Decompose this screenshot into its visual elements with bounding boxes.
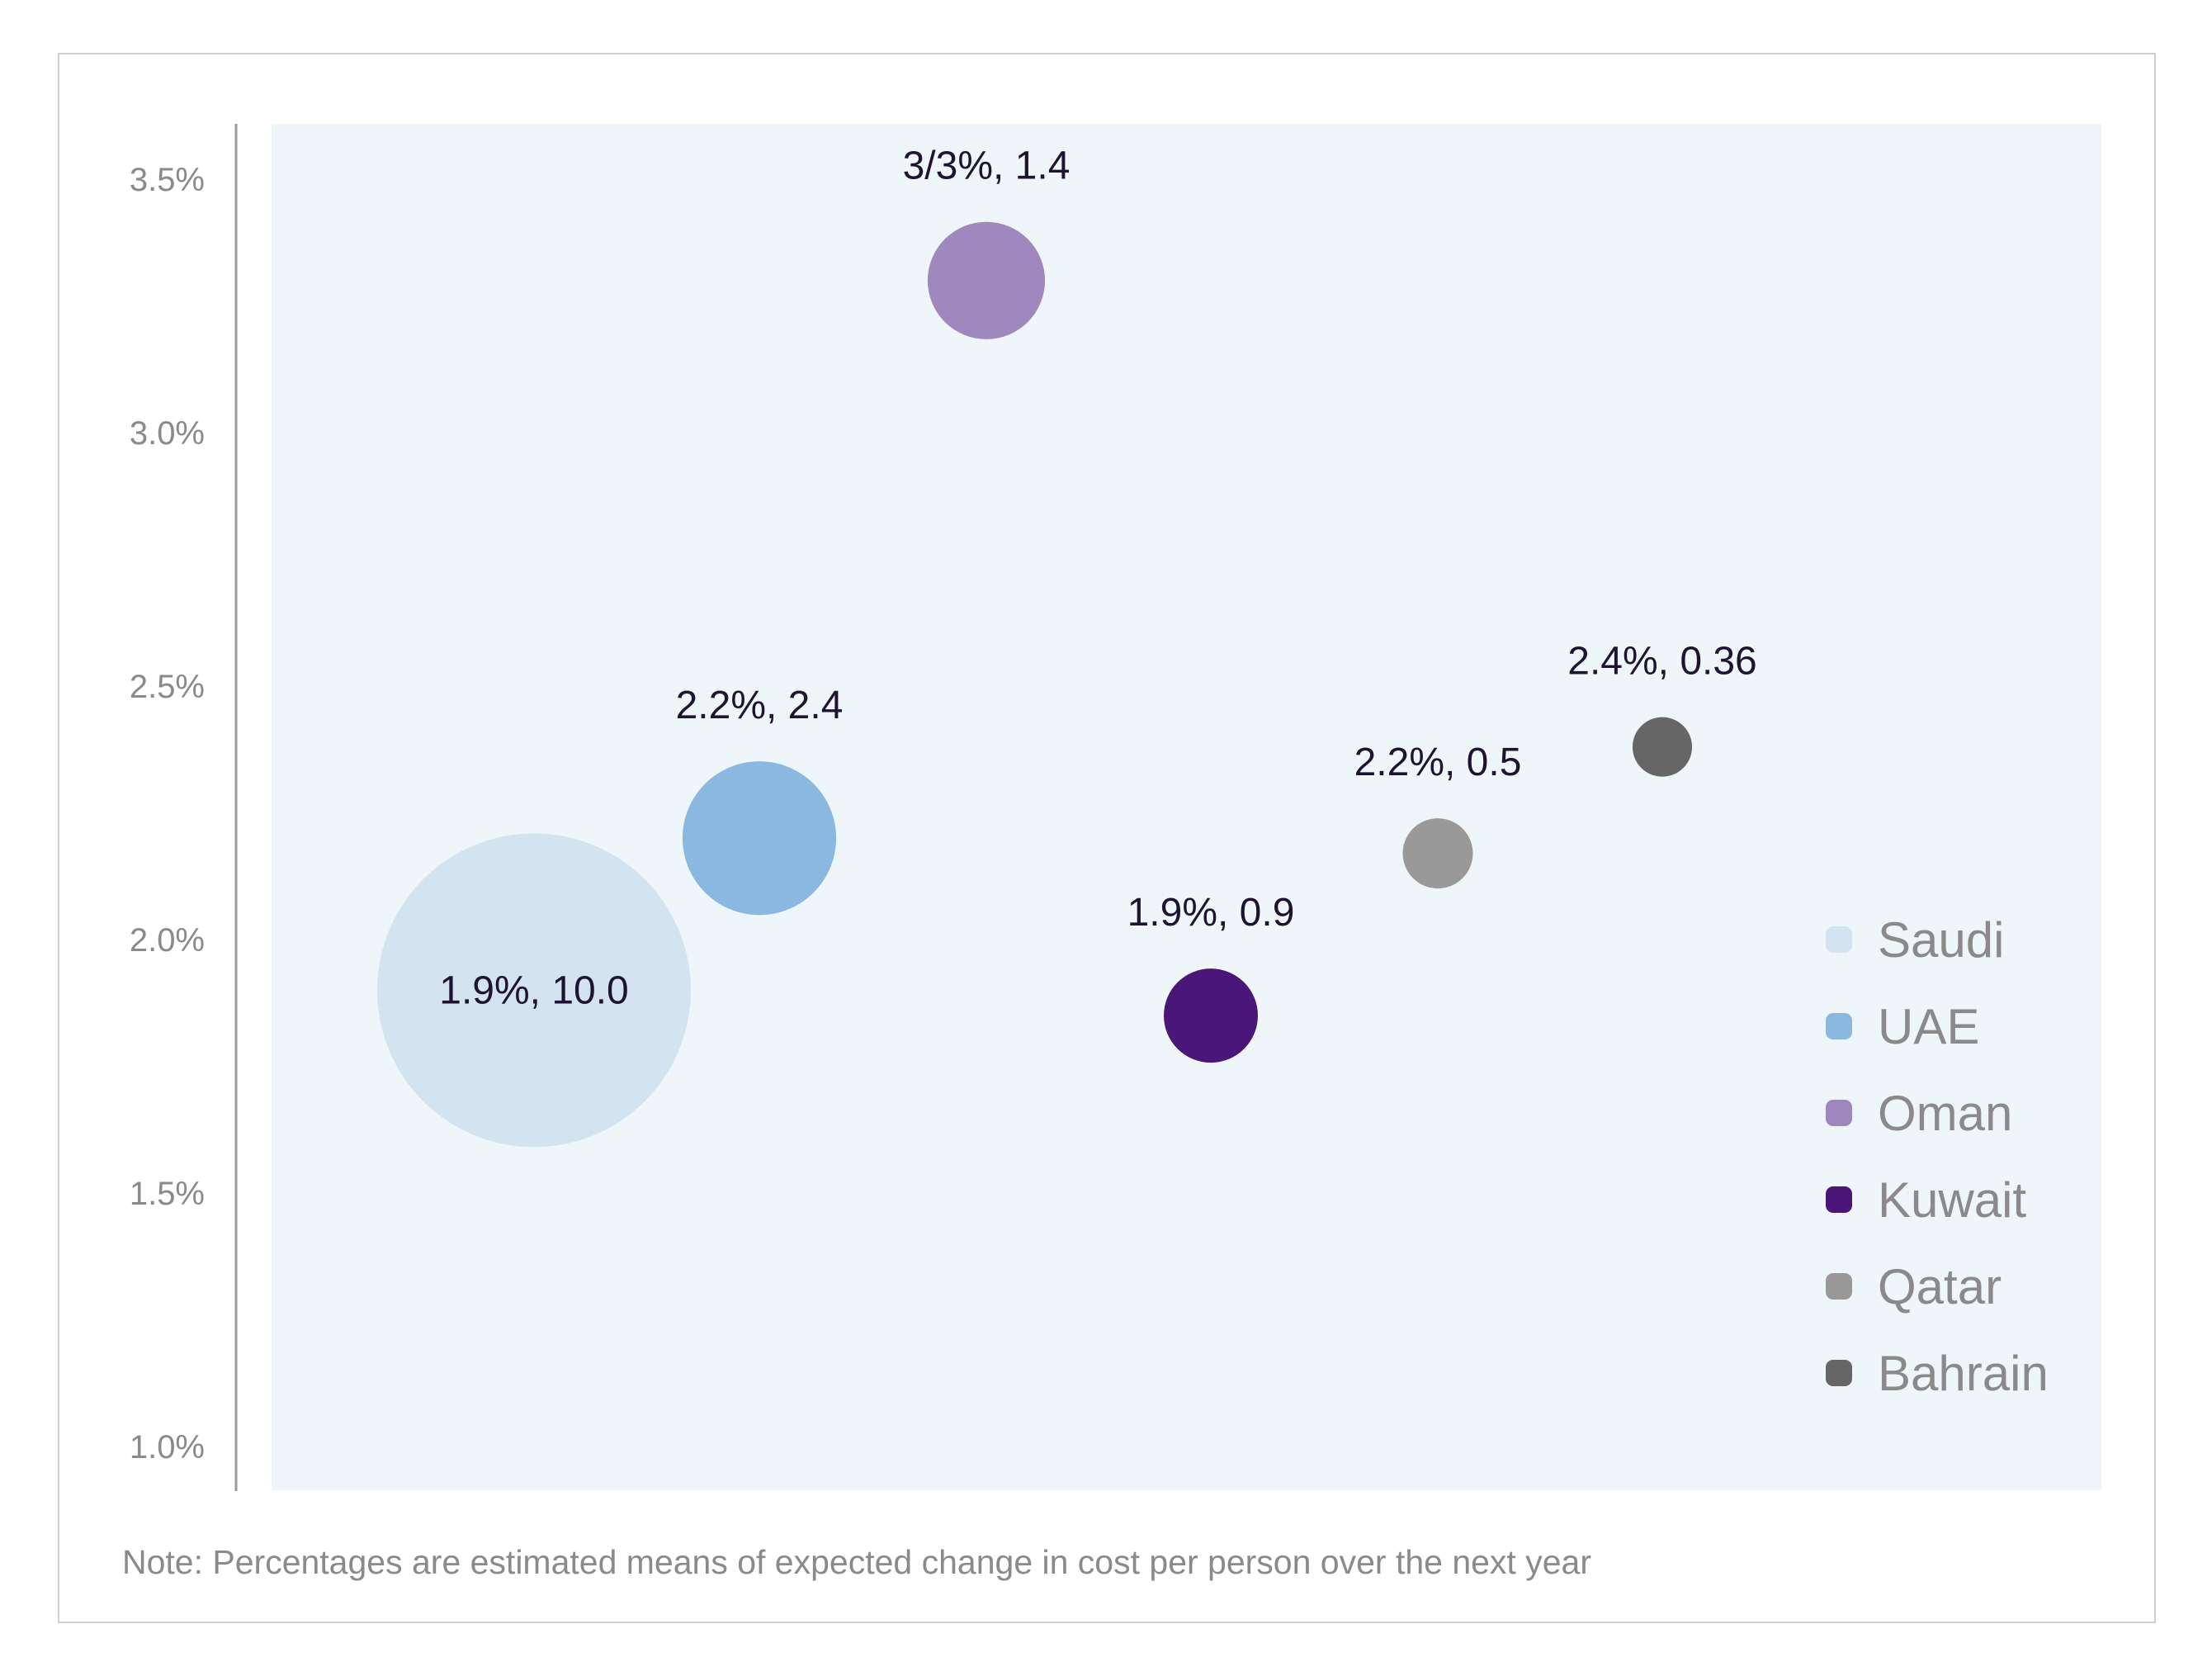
- bubble-saudi: [377, 833, 691, 1148]
- data-label-saudi: 1.9%, 10.0: [439, 968, 629, 1012]
- bubble-oman: [927, 221, 1046, 339]
- bubbles: [377, 221, 1693, 1148]
- legend-swatch-oman: [1826, 1100, 1852, 1126]
- legend-swatch-uae: [1826, 1013, 1852, 1039]
- legend-swatch-qatar: [1826, 1273, 1852, 1300]
- chart-note: Note: Percentages are estimated means of…: [122, 1543, 1591, 1581]
- legend-label-saudi: Saudi: [1878, 912, 2004, 968]
- data-label-qatar: 2.2%, 0.5: [1354, 741, 1522, 784]
- bubble-uae: [682, 761, 837, 916]
- chart-frame: [58, 53, 2156, 1623]
- y-tick-label: 3.5%: [130, 162, 205, 198]
- legend-swatch-saudi: [1826, 926, 1852, 953]
- legend-label-qatar: Qatar: [1878, 1259, 2002, 1314]
- y-tick-label: 2.5%: [130, 669, 205, 705]
- y-tick-label: 1.5%: [130, 1176, 205, 1212]
- legend-label-kuwait: Kuwait: [1878, 1172, 2026, 1228]
- data-label-oman: 3/3%, 1.4: [903, 144, 1071, 188]
- bubble-kuwait: [1164, 968, 1258, 1063]
- legend-swatch-bahrain: [1826, 1360, 1852, 1386]
- y-tick-label: 3.0%: [130, 415, 205, 452]
- plot-area: [272, 124, 2101, 1490]
- legend-label-oman: Oman: [1878, 1086, 2012, 1141]
- bubble-qatar: [1402, 818, 1473, 889]
- data-labels: 1.9%, 10.0 2.2%, 2.4 3/3%, 1.4 1.9%, 0.9 2.2…: [439, 144, 1757, 1013]
- y-axis-ticks: 1.0% 1.5% 2.0% 2.5% 3.0% 3.5%: [130, 162, 205, 1465]
- data-label-uae: 2.2%, 2.4: [676, 684, 844, 727]
- bubble-bahrain: [1632, 717, 1693, 777]
- data-label-bahrain: 2.4%, 0.36: [1567, 640, 1757, 684]
- legend-label-bahrain: Bahrain: [1878, 1346, 2049, 1401]
- legend-label-uae: UAE: [1878, 999, 1979, 1054]
- legend-swatch-kuwait: [1826, 1186, 1852, 1213]
- legend: Saudi UAE Oman Kuwait Qatar Bahrain: [1826, 912, 2049, 1401]
- data-label-kuwait: 1.9%, 0.9: [1127, 891, 1295, 935]
- y-tick-label: 1.0%: [130, 1429, 205, 1465]
- y-tick-label: 2.0%: [130, 922, 205, 959]
